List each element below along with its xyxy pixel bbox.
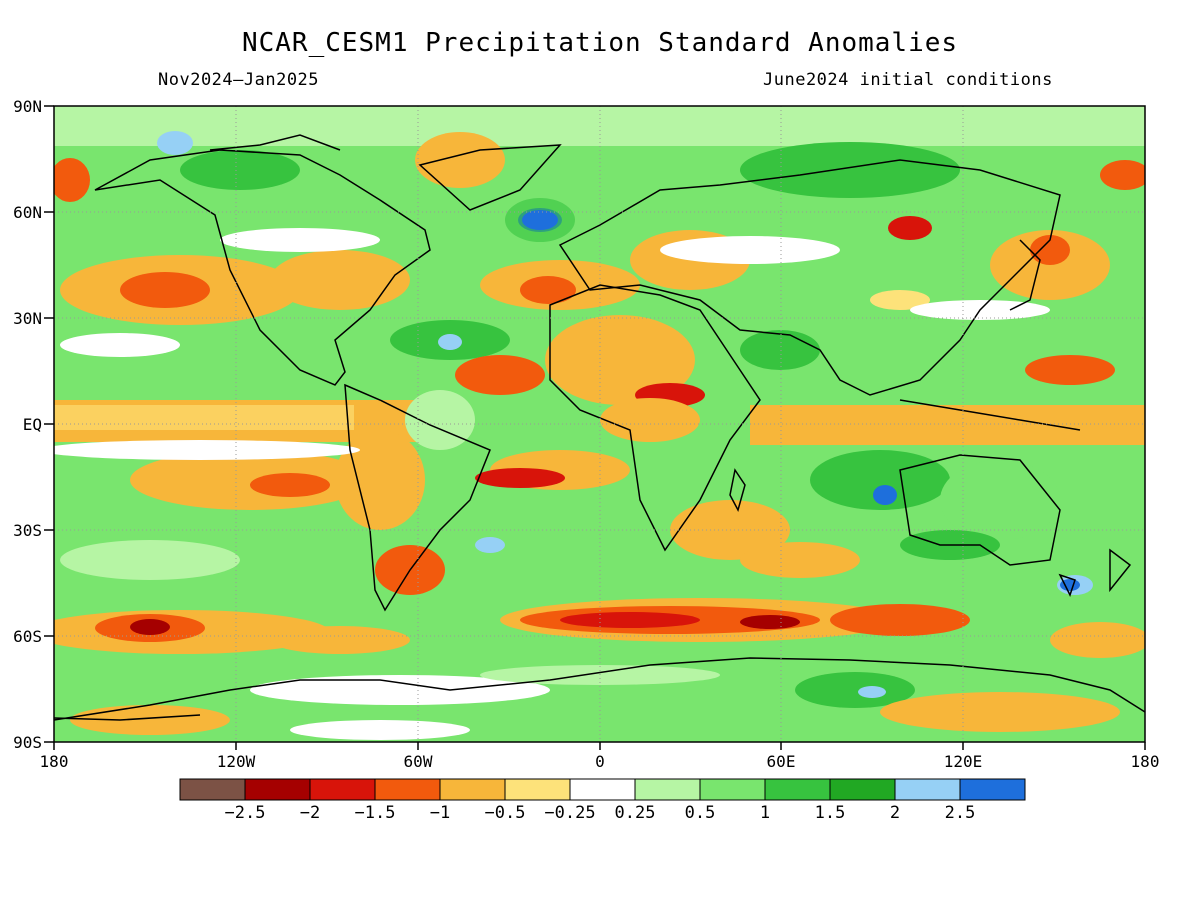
colorbar-swatch bbox=[504, 778, 571, 801]
forecast-period: Nov2024–Jan2025 bbox=[158, 70, 320, 90]
lat-label: 30N bbox=[13, 309, 42, 328]
colorbar-tick-label: 2 bbox=[890, 803, 900, 823]
colorbar-tick-label: −0.25 bbox=[544, 803, 595, 823]
colorbar-tick-label: −0.5 bbox=[485, 803, 526, 823]
lon-label: 120E bbox=[944, 752, 983, 771]
chart-title: NCAR_CESM1 Precipitation Standard Anomal… bbox=[241, 28, 959, 58]
colorbar-swatch bbox=[569, 778, 636, 801]
colorbar-swatch bbox=[244, 778, 311, 801]
colorbar-labels: −2.5 −2 −1.5 −1 −0.5 −0.25 0.25 0.5 1 1.5 2 2.5 bbox=[225, 803, 976, 823]
anomaly-field bbox=[54, 106, 1145, 742]
colorbar-swatch bbox=[959, 778, 1026, 801]
colorbar-swatch bbox=[374, 778, 441, 801]
lat-label: 60N bbox=[13, 203, 42, 222]
colorbar-swatch bbox=[829, 778, 896, 801]
latitude-labels: 90N 60N 30N EQ 30S 60S 90S bbox=[13, 97, 42, 752]
lon-label: 60W bbox=[404, 752, 433, 771]
longitude-labels: 180 120W 60W 0 60E 120E 180 bbox=[40, 752, 1160, 771]
lon-label: 120W bbox=[217, 752, 256, 771]
lat-label: EQ bbox=[23, 415, 42, 434]
colorbar-swatch bbox=[634, 778, 701, 801]
colorbar-tick-label: 0.5 bbox=[685, 803, 716, 823]
lon-label: 180 bbox=[1131, 752, 1160, 771]
lon-label: 180 bbox=[40, 752, 69, 771]
colorbar-swatch bbox=[894, 778, 961, 801]
colorbar-tick-label: 1 bbox=[760, 803, 770, 823]
colorbar-tick-label: 0.25 bbox=[615, 803, 656, 823]
lat-label: 90S bbox=[13, 733, 42, 752]
lat-label: 30S bbox=[13, 521, 42, 540]
colorbar-swatch bbox=[699, 778, 766, 801]
colorbar-swatch bbox=[309, 778, 376, 801]
lat-label: 60S bbox=[13, 627, 42, 646]
initial-conditions-label: June2024 initial conditions bbox=[763, 70, 1053, 90]
colorbar-tick-label: −1 bbox=[430, 803, 450, 823]
lon-label: 60E bbox=[767, 752, 796, 771]
coastlines bbox=[54, 134, 1145, 721]
colorbar bbox=[179, 778, 1026, 801]
colorbar-tick-label: 1.5 bbox=[815, 803, 846, 823]
colorbar-swatch bbox=[764, 778, 831, 801]
colorbar-tick-label: −1.5 bbox=[355, 803, 396, 823]
colorbar-swatch bbox=[439, 778, 506, 801]
colorbar-tick-label: −2.5 bbox=[225, 803, 266, 823]
colorbar-tick-label: −2 bbox=[300, 803, 320, 823]
colorbar-tick-label: 2.5 bbox=[945, 803, 976, 823]
lat-label: 90N bbox=[13, 97, 42, 116]
tick-marks bbox=[44, 105, 1146, 750]
colorbar-swatch bbox=[179, 778, 246, 801]
lon-label: 0 bbox=[595, 752, 605, 771]
